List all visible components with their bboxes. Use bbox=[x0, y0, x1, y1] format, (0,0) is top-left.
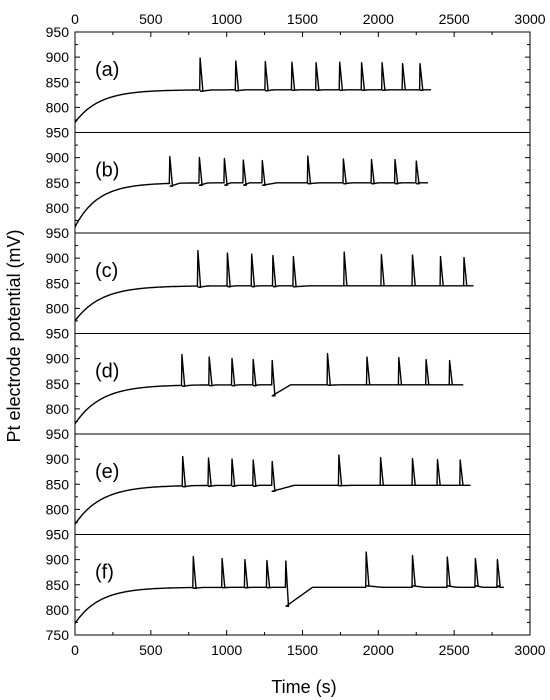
potential-series-line bbox=[74, 155, 429, 228]
panel-d: (d) 800 850 900 950 bbox=[46, 326, 531, 435]
panel-f: (f) 750 800 850 900 950 bbox=[46, 527, 531, 643]
x-tick-label-bottom: 3000 bbox=[514, 642, 545, 658]
panel-a: (a) 800 850 900 950 bbox=[46, 24, 531, 133]
panel-label: (e) bbox=[95, 461, 119, 483]
y-tick-label: 800 bbox=[46, 200, 70, 216]
panel-frame bbox=[74, 31, 531, 133]
y-tick-label: 900 bbox=[46, 351, 70, 367]
x-tick-label-top: 3000 bbox=[514, 11, 545, 27]
panel-e: (e) 800 850 900 950 bbox=[46, 426, 531, 535]
panel-frame bbox=[74, 433, 531, 535]
y-tick-label: 850 bbox=[46, 577, 70, 593]
panel-frame bbox=[74, 232, 531, 334]
panel-label: (c) bbox=[95, 260, 118, 282]
panel-frame bbox=[74, 333, 531, 435]
y-tick-label: 900 bbox=[46, 552, 70, 568]
y-tick-label: 850 bbox=[46, 476, 70, 492]
top-x-axis: 0 500 1000 1500 2000 2500 3000 bbox=[71, 11, 546, 37]
y-tick-label: 950 bbox=[46, 24, 70, 40]
x-tick-label-bottom: 1000 bbox=[211, 642, 242, 658]
y-tick-label: 800 bbox=[46, 99, 70, 115]
y-tick-label: 950 bbox=[46, 326, 70, 342]
y-tick-label: 950 bbox=[46, 426, 70, 442]
x-tick-label-bottom: 0 bbox=[71, 642, 79, 658]
y-tick-label: 750 bbox=[46, 627, 70, 643]
y-tick-label: 900 bbox=[46, 250, 70, 266]
x-tick-label-bottom: 500 bbox=[139, 642, 163, 658]
y-tick-label: 800 bbox=[46, 300, 70, 316]
x-axis-title: Time (s) bbox=[271, 677, 336, 697]
y-tick-label: 900 bbox=[46, 150, 70, 166]
y-tick-label: 800 bbox=[46, 401, 70, 417]
x-tick-label-top: 0 bbox=[71, 11, 79, 27]
x-tick-label-bottom: 2500 bbox=[439, 642, 470, 658]
y-tick-label: 900 bbox=[46, 451, 70, 467]
x-tick-label-top: 1500 bbox=[287, 11, 318, 27]
panel-label: (d) bbox=[95, 361, 119, 383]
panel-frame bbox=[74, 534, 531, 636]
panel-b: (b) 800 850 900 950 bbox=[46, 125, 531, 234]
potential-series-line bbox=[74, 551, 504, 624]
y-tick-label: 850 bbox=[46, 275, 70, 291]
x-tick-label-top: 500 bbox=[139, 11, 163, 27]
panels-group: (a) 800 850 900 950 (b) 800 850 900 950 (c) 800 850 9… bbox=[46, 24, 531, 643]
y-axis-title: Pt electrode potential (mV) bbox=[4, 229, 24, 442]
y-tick-label: 900 bbox=[46, 49, 70, 65]
panel-label: (b) bbox=[95, 160, 119, 182]
x-tick-label-bottom: 2000 bbox=[363, 642, 394, 658]
x-tick-label-top: 2000 bbox=[363, 11, 394, 27]
y-tick-label: 800 bbox=[46, 501, 70, 517]
potential-series-line bbox=[74, 249, 474, 322]
y-tick-label: 950 bbox=[46, 125, 70, 141]
x-tick-label-bottom: 1500 bbox=[287, 642, 318, 658]
y-tick-label: 800 bbox=[46, 602, 70, 618]
potential-series-line bbox=[74, 352, 464, 425]
y-tick-label: 850 bbox=[46, 376, 70, 392]
bottom-x-axis: 0 500 1000 1500 2000 2500 3000 bbox=[71, 630, 546, 658]
panel-label: (a) bbox=[95, 59, 119, 81]
y-tick-label: 950 bbox=[46, 225, 70, 241]
potential-series-line bbox=[74, 57, 432, 123]
panel-label: (f) bbox=[95, 562, 114, 584]
y-tick-label: 850 bbox=[46, 175, 70, 191]
y-tick-label: 850 bbox=[46, 74, 70, 90]
potential-series-line bbox=[74, 454, 471, 525]
panel-c: (c) 800 850 900 950 bbox=[46, 225, 531, 334]
x-tick-label-top: 2500 bbox=[439, 11, 470, 27]
x-tick-label-top: 1000 bbox=[211, 11, 242, 27]
y-tick-label: 950 bbox=[46, 527, 70, 543]
